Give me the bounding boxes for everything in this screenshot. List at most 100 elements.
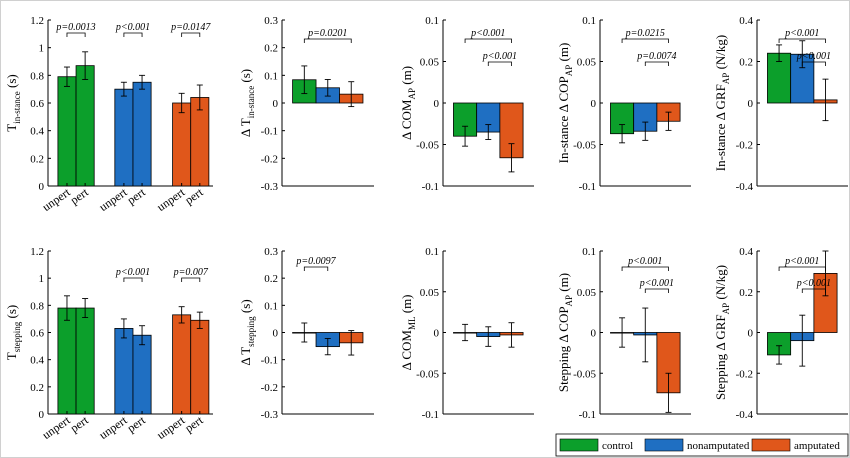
y-tick-label: 0	[748, 328, 754, 340]
panel-4: -0.1 -0.05 0 0.05 0.1 In-stance Δ COPAP (m) p=…	[556, 15, 691, 193]
y-axis-label-unit: (s)	[238, 69, 253, 86]
y-tick-label: 0.05	[420, 287, 440, 299]
y-tick-label: 1.2	[30, 15, 44, 27]
y-tick-label: 0.2	[264, 43, 278, 55]
x-tick-label: unpert	[40, 185, 74, 214]
p-value-label: p<0.001	[470, 28, 505, 39]
x-tick-label: pert	[124, 413, 148, 436]
bracket-line	[123, 277, 143, 282]
y-tick-label: 0.8	[30, 300, 44, 312]
y-tick-label: -0.1	[422, 181, 439, 193]
bracket-line	[123, 32, 143, 37]
p-value-label: p<0.001	[796, 278, 831, 289]
y-axis-label: Tin-stance (s)	[4, 74, 22, 131]
y-tick-label: -0.1	[261, 355, 278, 367]
panel-8: -0.1 -0.05 0 0.05 0.1 Δ COMML (m)	[399, 246, 534, 421]
y-tick-label: 0.6	[30, 98, 44, 110]
y-axis-label-main: Stepping Δ GRF	[713, 314, 728, 400]
p-value-label: p=0.007	[173, 267, 209, 278]
significance-bracket: p<0.001	[621, 256, 669, 271]
y-tick-label: 0	[434, 98, 440, 110]
bracket-line	[66, 32, 86, 37]
x-tick-label: unpert	[154, 185, 188, 214]
significance-bracket: p<0.001	[796, 278, 831, 293]
y-tick-label: 0.05	[577, 287, 597, 299]
y-axis-label-subscript: AP	[721, 303, 731, 315]
bracket-line	[778, 266, 826, 271]
y-tick-label: 0.05	[577, 57, 597, 69]
p-value-label: p<0.001	[639, 278, 674, 289]
significance-bracket: p<0.001	[778, 28, 826, 43]
significance-bracket: p<0.001	[796, 51, 831, 66]
significance-bracket: p=0.0147	[170, 22, 211, 37]
significance-bracket: p<0.001	[115, 22, 150, 37]
legend-swatch-nonamputated	[644, 438, 684, 452]
x-tick-label: unpert	[154, 413, 188, 442]
y-tick-label: -0.1	[579, 181, 596, 193]
bar-amputated	[190, 319, 210, 415]
legend-label-nonamputated: nonamputated	[687, 440, 750, 452]
y-tick-label: 0	[39, 409, 45, 421]
p-value-label: p=0.0215	[625, 28, 665, 39]
y-axis-label-subscript: stepping	[12, 321, 22, 352]
y-tick-label: -0.2	[261, 153, 278, 165]
bracket-line	[181, 32, 201, 37]
bracket-line	[801, 61, 826, 66]
y-tick-label: 0.1	[425, 246, 439, 258]
bar-nonamputated	[132, 334, 152, 415]
y-axis-label: In-stance Δ COPAP (m)	[556, 43, 574, 164]
y-tick-label: 0.6	[30, 328, 44, 340]
p-value-label: p<0.001	[784, 256, 819, 267]
y-axis-label-unit: (N/kg)	[713, 35, 728, 73]
y-tick-label: 0.1	[582, 15, 596, 27]
y-axis-label-main: T	[4, 124, 19, 132]
bracket-line	[801, 288, 826, 293]
x-tick-label: unpert	[40, 413, 74, 442]
y-axis-label: Δ Tstepping (s)	[238, 299, 256, 365]
panel-2: -0.3 -0.2 -0.1 0 0.1 0.2 0.3 Δ Tin-stance (s) p=…	[238, 15, 374, 193]
legend-swatch-control	[559, 438, 599, 452]
bracket-line	[621, 38, 669, 43]
y-tick-label: -0.3	[261, 409, 279, 421]
x-tick-label: pert	[182, 185, 206, 208]
y-tick-label: 0	[748, 98, 754, 110]
y-axis-label: Δ COMAP (m)	[399, 66, 417, 140]
y-tick-label: -0.4	[736, 181, 754, 193]
significance-bracket: p<0.001	[778, 256, 826, 271]
y-tick-label: 0	[591, 328, 597, 340]
bar-control	[75, 307, 95, 415]
y-tick-label: -0.05	[573, 368, 596, 380]
y-axis-label-unit: (m)	[556, 43, 571, 65]
p-value-label: p=0.0147	[170, 22, 211, 33]
y-tick-label: -0.2	[261, 382, 278, 394]
y-axis-label-main: Δ T	[238, 347, 253, 366]
y-axis-label-main: Δ COM	[399, 99, 414, 140]
bracket-line	[303, 266, 329, 271]
y-tick-label: 0	[39, 181, 45, 193]
y-tick-label: 0	[273, 98, 279, 110]
significance-bracket: p=0.0074	[636, 51, 677, 66]
y-axis-label: In-stance Δ GRFAP (N/kg)	[713, 35, 731, 172]
bar-control	[57, 307, 77, 415]
y-tick-label: 0.1	[582, 246, 596, 258]
panel-9: -0.1 -0.05 0 0.05 0.1 Stepping Δ COPAP (m) p<0…	[556, 246, 691, 421]
p-value-label: p<0.001	[796, 51, 831, 62]
p-value-label: p=0.0097	[295, 256, 336, 267]
bracket-line	[621, 266, 669, 271]
y-axis-label-subscript: in-stance	[12, 91, 22, 123]
x-tick-label: pert	[68, 413, 92, 436]
y-tick-label: -0.1	[579, 409, 596, 421]
x-tick-label: unpert	[96, 413, 130, 442]
y-tick-label: -0.05	[573, 140, 596, 152]
bracket-line	[303, 38, 352, 43]
y-tick-label: 0.2	[264, 273, 278, 285]
bar-amputated	[190, 97, 210, 187]
significance-bracket: p<0.001	[115, 267, 150, 282]
y-tick-label: 0.1	[264, 70, 278, 82]
x-tick-label: pert	[124, 185, 148, 208]
y-axis-label-unit: (m)	[399, 66, 414, 88]
panel-10: -0.4 -0.2 0 0.2 0.4 Stepping Δ GRFAP (N/kg) p<…	[713, 246, 848, 421]
p-value-label: p<0.001	[115, 267, 150, 278]
